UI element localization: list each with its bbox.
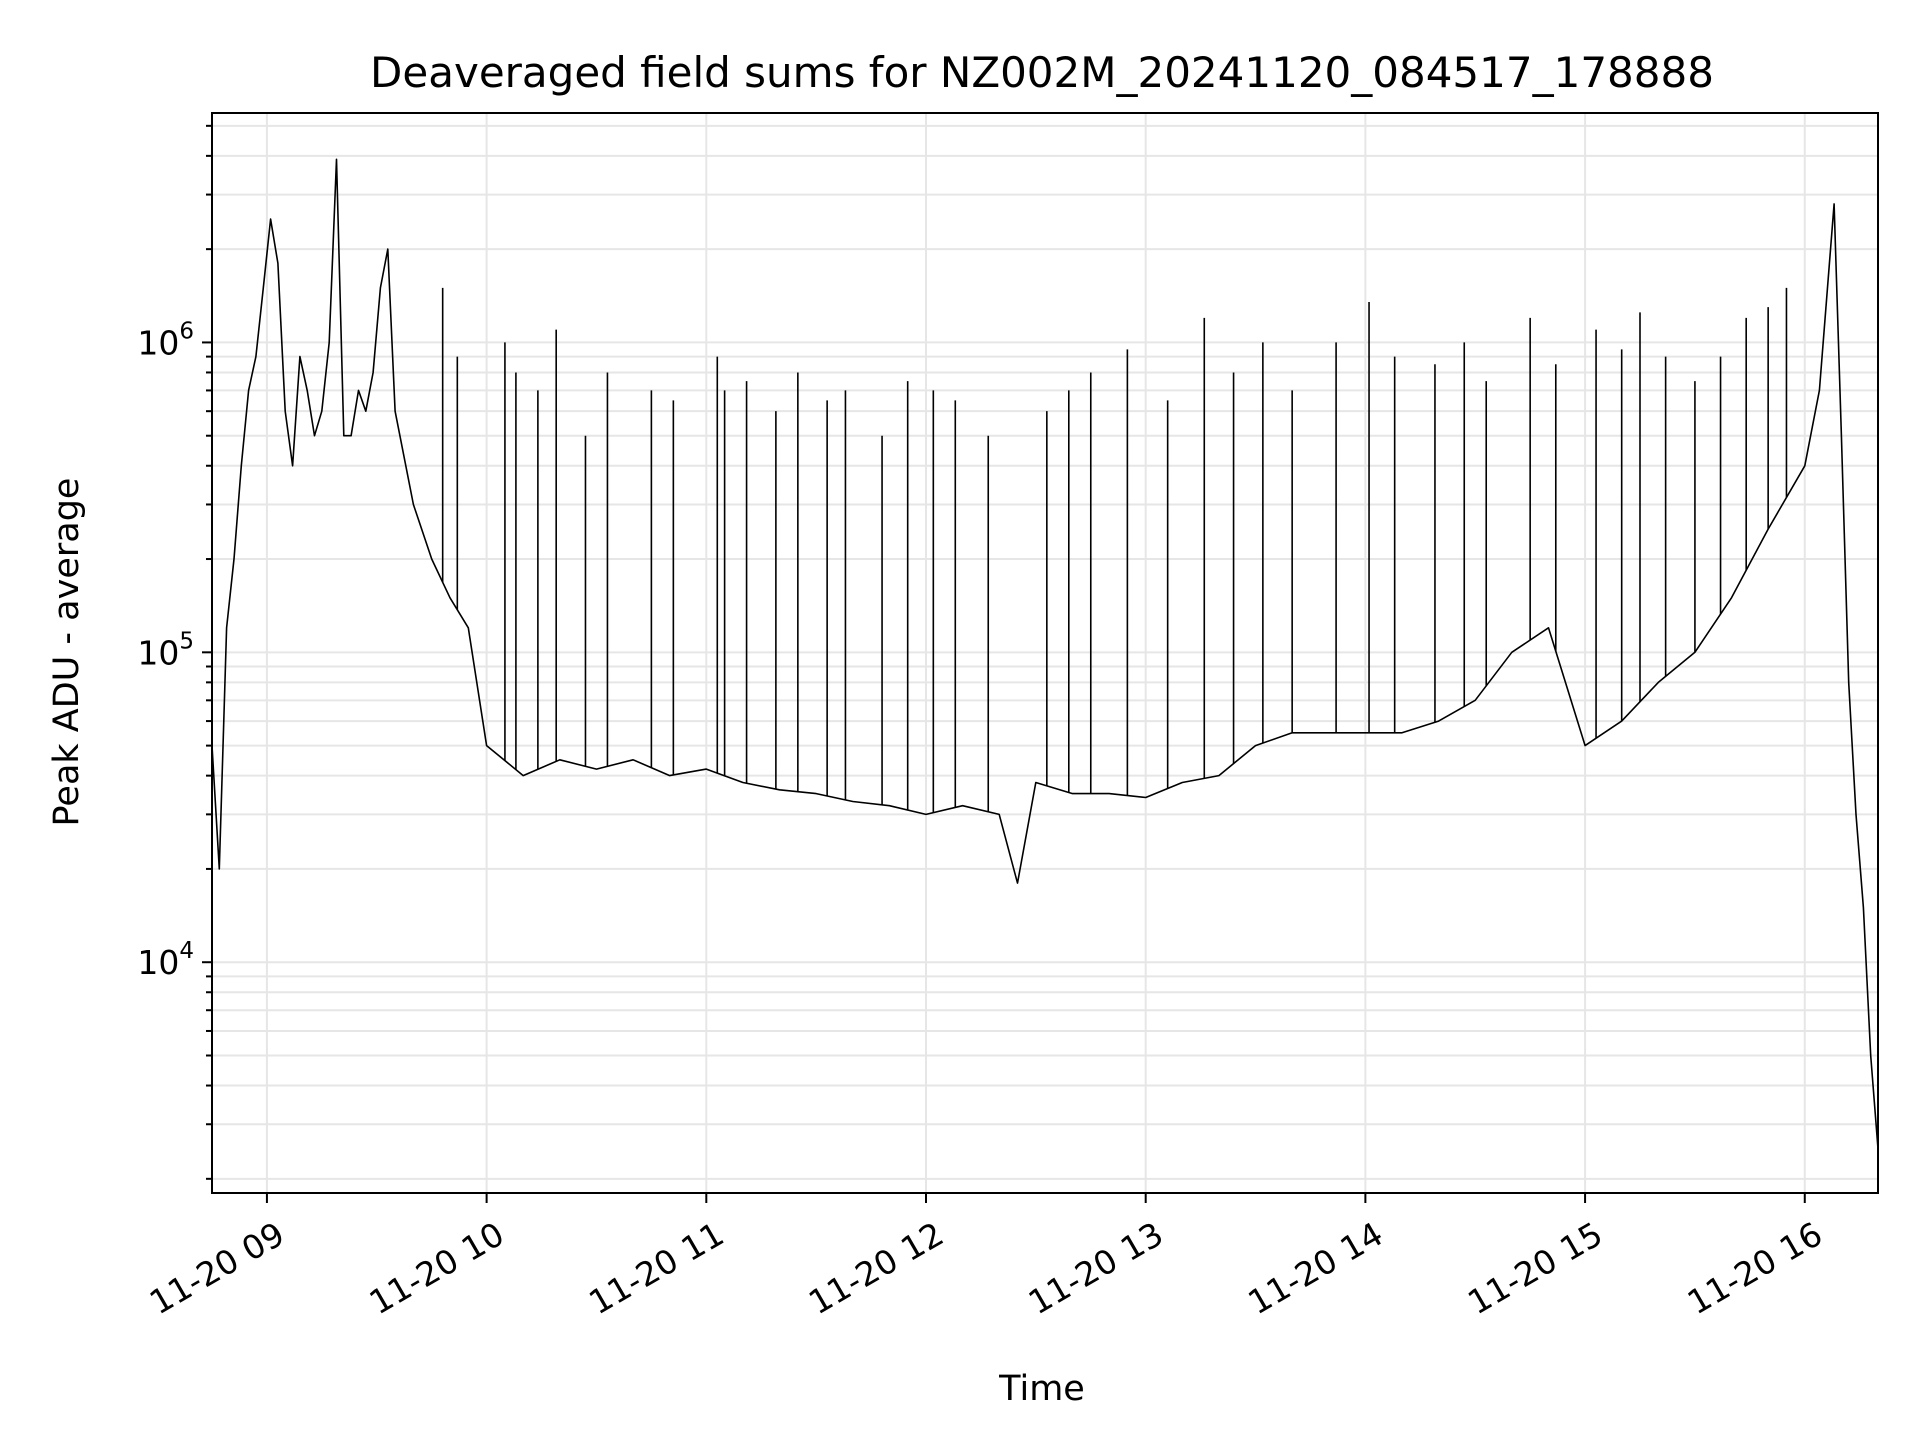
grid-major — [212, 113, 1878, 1193]
series-group — [211, 158, 1879, 1149]
x-axis-title: Time — [998, 1369, 1085, 1409]
y-axis-ticks: 104 105 106 — [137, 124, 212, 1180]
series-line — [211, 158, 1879, 1149]
chart-title: Deaveraged field sums for NZ002M_2024112… — [370, 48, 1714, 97]
y-tick-label: 106 — [137, 318, 194, 362]
y-axis-title: Peak ADU - average — [47, 478, 87, 827]
y-tick-label: 104 — [137, 938, 194, 982]
grid-minor — [212, 124, 1878, 1180]
y-tick-label: 105 — [137, 628, 194, 672]
